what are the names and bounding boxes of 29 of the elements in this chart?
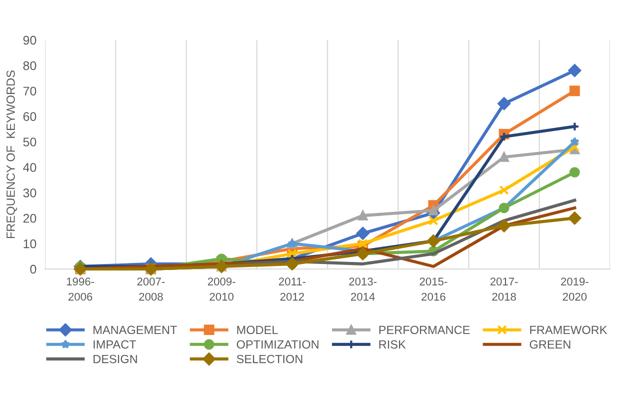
legend-label: MODEL bbox=[237, 326, 278, 334]
x-tick-label: 2013-2014 bbox=[349, 278, 377, 301]
x-tick-label: 2011-2012 bbox=[278, 278, 306, 301]
y-tick-label: 30 bbox=[23, 188, 36, 198]
legend-label: IMPACT bbox=[94, 340, 136, 349]
x-tick-label: 2017-2018 bbox=[490, 278, 518, 301]
legend-label: DESIGN bbox=[94, 354, 137, 364]
legend-label: FRAMEWORK bbox=[530, 326, 608, 334]
y-tick-label: 70 bbox=[23, 86, 36, 96]
y-tick-label: 40 bbox=[23, 163, 36, 172]
y-tick-label: 10 bbox=[24, 239, 36, 248]
legend-label: PERFORMANCE bbox=[379, 326, 470, 334]
x-tick-label: 1996-2006 bbox=[66, 278, 94, 301]
x-tick-label: 2019-2020 bbox=[561, 278, 588, 301]
y-tick-label: 20 bbox=[23, 214, 36, 223]
legend-label: RISK bbox=[379, 340, 406, 349]
legend-label: MANAGEMENT bbox=[94, 326, 177, 334]
y-tick-label: 60 bbox=[23, 112, 36, 121]
y-tick-label: 90 bbox=[23, 36, 36, 45]
legend-label: GREEN bbox=[530, 340, 570, 349]
legend-label: SELECTION bbox=[236, 354, 302, 364]
y-tick-label: 80 bbox=[23, 61, 36, 70]
x-tick-label: 2007-2008 bbox=[137, 278, 165, 301]
y-tick-label: 0 bbox=[30, 264, 36, 274]
x-tick-label: 2015-2016 bbox=[420, 278, 448, 301]
x-tick-label: 2009-2010 bbox=[208, 278, 236, 301]
y-axis-title: FREQUENCY OF KEYWORDS bbox=[6, 70, 17, 238]
y-tick-label: 50 bbox=[23, 138, 36, 146]
legend-label: OPTIMIZATION bbox=[236, 340, 318, 349]
